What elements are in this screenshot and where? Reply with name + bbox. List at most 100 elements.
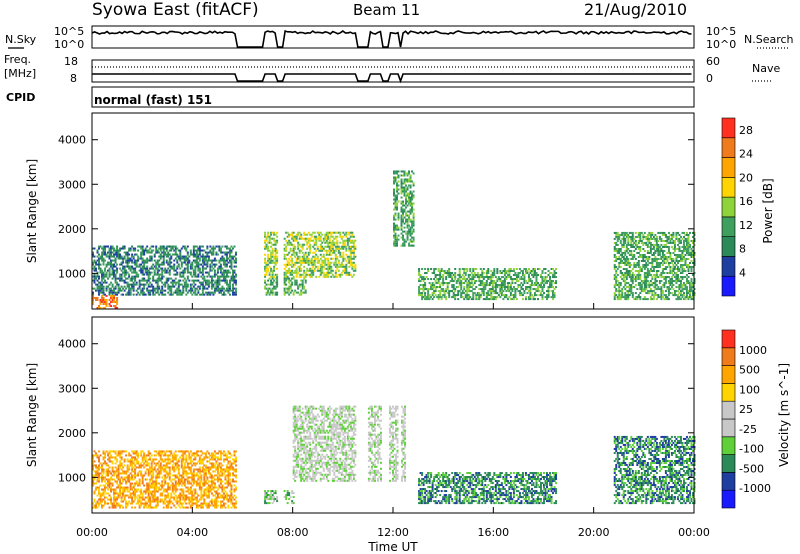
- scatter-cell: [527, 286, 530, 289]
- scatter-cell: [180, 275, 183, 278]
- scatter-cell: [288, 243, 291, 246]
- scatter-cell: [615, 278, 618, 281]
- scatter-cell: [200, 275, 203, 278]
- scatter-cell: [691, 290, 694, 293]
- scatter-cell: [481, 270, 484, 273]
- scatter-cell: [291, 269, 294, 272]
- cpid-value: normal (fast) 151: [94, 93, 212, 107]
- scatter-cell: [616, 249, 619, 252]
- scatter-cell: [102, 306, 105, 309]
- scatter-cell: [234, 253, 237, 256]
- scatter-cell: [648, 290, 651, 293]
- scatter-cell: [340, 273, 343, 276]
- scatter-cell: [132, 261, 135, 264]
- scatter-cell: [418, 268, 421, 271]
- scatter-cell: [343, 267, 346, 270]
- scatter-cell: [195, 259, 198, 262]
- scatter-cell: [98, 458, 101, 461]
- scatter-cell: [690, 286, 693, 289]
- scatter-cell: [412, 218, 415, 221]
- scatter-cell: [101, 285, 104, 288]
- scatter-cell: [206, 255, 209, 258]
- scatter-cell: [129, 277, 132, 280]
- scatter-cell: [628, 262, 631, 265]
- scatter-cell: [120, 257, 123, 260]
- scatter-cell: [267, 289, 270, 292]
- scatter-cell: [621, 231, 624, 234]
- colorbar-swatch: [721, 236, 736, 257]
- scatter-cell: [342, 265, 345, 268]
- scatter-cell: [192, 249, 195, 252]
- scatter-cell: [117, 251, 120, 254]
- scatter-cell: [621, 278, 624, 281]
- scatter-cell: [624, 276, 627, 279]
- colorbar-swatch: [721, 137, 736, 158]
- scatter-cell: [393, 226, 395, 229]
- scatter-cell: [503, 294, 506, 297]
- scatter-cell: [98, 291, 101, 294]
- scatter-cell: [520, 282, 523, 285]
- scatter-cell: [503, 288, 506, 291]
- scatter-cell: [168, 261, 171, 264]
- scatter-cell: [159, 289, 162, 292]
- scatter-cell: [276, 281, 279, 284]
- scatter-cell: [288, 287, 291, 290]
- scatter-cell: [615, 255, 618, 258]
- scatter-cell: [646, 260, 649, 263]
- scatter-cell: [204, 291, 207, 294]
- scatter-cell: [352, 253, 355, 256]
- scatter-cell: [682, 282, 685, 285]
- scatter-cell: [149, 277, 152, 280]
- scatter-cell: [271, 249, 274, 252]
- scatter-cell: [274, 285, 277, 288]
- scatter-cell: [550, 280, 553, 283]
- scatter-cell: [309, 267, 312, 270]
- scatter-cell: [340, 235, 343, 238]
- scatter-cell: [396, 224, 399, 227]
- scatter-cell: [321, 249, 324, 252]
- scatter-cell: [138, 482, 141, 485]
- scatter-cell: [98, 478, 101, 481]
- scatter-cell: [685, 247, 688, 250]
- scatter-cell: [158, 263, 161, 266]
- scatter-cell: [105, 275, 108, 278]
- scatter-cell: [452, 296, 455, 299]
- scatter-cell: [485, 298, 488, 301]
- scatter-cell: [125, 472, 128, 475]
- scatter-cell: [295, 233, 298, 236]
- scatter-cell: [687, 253, 690, 256]
- scatter-cell: [493, 270, 496, 273]
- scatter-cell: [330, 261, 333, 264]
- scatter-cell: [224, 261, 227, 264]
- scatter-cell: [487, 268, 490, 271]
- scatter-cell: [283, 267, 286, 270]
- scatter-cell: [649, 241, 652, 244]
- scatter-cell: [630, 253, 633, 256]
- scatter-cell: [661, 239, 664, 242]
- scatter-cell: [128, 247, 131, 250]
- scatter-cell: [688, 282, 691, 285]
- scatter-cell: [339, 265, 342, 268]
- scatter-cell: [180, 291, 183, 294]
- scatter-cell: [657, 253, 660, 256]
- scatter-cell: [230, 289, 233, 292]
- scatter-cell: [685, 231, 688, 234]
- scatter-cell: [113, 456, 116, 459]
- scatter-cell: [98, 492, 101, 495]
- scatter-cell: [288, 251, 291, 254]
- scatter-cell: [186, 267, 189, 270]
- scatter-cell: [339, 251, 342, 254]
- scatter-cell: [265, 269, 268, 272]
- scatter-cell: [682, 255, 685, 258]
- scatter-cell: [271, 253, 274, 256]
- scatter-cell: [200, 293, 203, 296]
- scatter-cell: [327, 243, 330, 246]
- scatter-cell: [300, 275, 303, 278]
- scatter-cell: [170, 245, 173, 248]
- scatter-cell: [500, 292, 503, 295]
- scatter-cell: [688, 262, 691, 265]
- scatter-cell: [180, 263, 183, 266]
- scatter-cell: [233, 277, 236, 280]
- scatter-cell: [288, 233, 291, 236]
- scatter-cell: [613, 253, 616, 256]
